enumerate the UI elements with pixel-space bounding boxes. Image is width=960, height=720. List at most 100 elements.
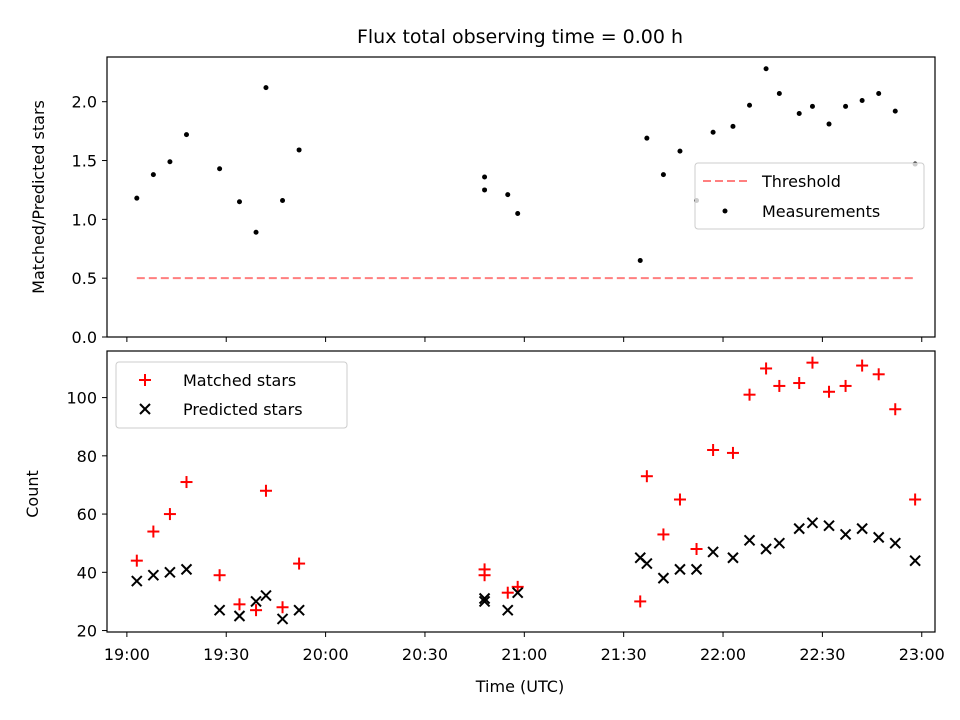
measurements-point (515, 210, 521, 216)
predicted-stars-point (707, 546, 719, 558)
predicted-stars-point (839, 528, 852, 541)
threshold-legend-label: Threshold (761, 172, 841, 191)
matched-stars-point (276, 601, 289, 614)
measurements-point (843, 103, 849, 109)
predicted-stars-point (293, 604, 305, 616)
measurements-point (236, 199, 242, 205)
predicted-stars-point (823, 520, 835, 532)
top-y-axis-label: Matched/Predicted stars (29, 100, 48, 294)
measurements-point (637, 258, 643, 264)
measurements-legend-marker (722, 208, 728, 214)
x-axis-label: Time (UTC) (475, 677, 564, 696)
predicted-stars-point (727, 552, 739, 564)
matched-stars-point (839, 379, 852, 392)
measurements-point (280, 198, 286, 204)
matched-stars-point (657, 528, 670, 541)
x-tick-label: 23:00 (899, 645, 945, 664)
matched-stars-point (147, 525, 160, 538)
matched-stars-point (806, 356, 819, 369)
matched-stars-point (634, 595, 647, 608)
matched-stars-legend-marker (139, 374, 151, 386)
predicted-stars-point (743, 534, 756, 546)
matched-stars-point (501, 586, 514, 599)
matched-stars-point (180, 476, 193, 489)
bottom-x-ticks: 19:00 19:30 20:00 20:30 21:00 21:30 22:00 22:30… (104, 632, 945, 664)
matched-stars-point (511, 580, 524, 593)
predicted-stars-point (773, 537, 786, 549)
matched-stars-point (130, 554, 143, 567)
bottom-panel: Count 20 40 60 80 100 19:00 19:30 20:00 20:30 21… (23, 350, 945, 664)
measurements-point (892, 108, 898, 114)
x-tick-label: 19:00 (104, 645, 150, 664)
matched-stars-point (773, 379, 786, 392)
matched-stars-point (673, 493, 686, 506)
top-legend: Threshold Measurements (694, 162, 925, 230)
predicted-stars-point (806, 517, 819, 529)
predicted-stars-point (213, 604, 226, 616)
y-tick-label: 40 (77, 563, 97, 582)
measurements-point (150, 172, 156, 178)
matched-stars-point (707, 444, 720, 457)
matched-stars-point (909, 493, 922, 506)
chart-title: Flux total observing time = 0.00 h (357, 26, 683, 48)
measurements-point (660, 172, 666, 178)
measurements-point (677, 148, 683, 154)
bottom-plot-area (130, 356, 922, 625)
matched-stars-point (250, 604, 263, 617)
measurements-point (747, 102, 753, 108)
y-tick-label: 100 (66, 389, 97, 408)
predicted-stars-point (872, 531, 885, 544)
matched-stars-point (823, 385, 836, 398)
predicted-stars-point (909, 554, 921, 567)
matched-stars-point (293, 557, 306, 570)
predicted-stars-point (690, 563, 703, 576)
top-panel: Matched/Predicted stars 0.00.51.01.52.0 … (29, 56, 936, 347)
y-tick-label: 2.0 (72, 93, 97, 112)
predicted-stars-point (250, 595, 262, 608)
top-axes-frame (106, 56, 936, 338)
measurements-point (253, 229, 259, 235)
predicted-stars-point (478, 592, 491, 605)
top-legend-box (694, 162, 925, 230)
measurements-point (876, 90, 882, 96)
measurements-point (859, 98, 865, 104)
predicted-stars-point (793, 522, 805, 535)
predicted-stars-point (889, 537, 901, 549)
x-tick-label: 21:00 (501, 645, 547, 664)
matched-stars-point (478, 569, 491, 582)
measurements-point (826, 121, 832, 127)
measurements-point (505, 192, 511, 198)
predicted-stars-point (147, 569, 160, 581)
predicted-stars-point (276, 613, 289, 625)
measurements-point (482, 174, 488, 180)
predicted-stars-point (641, 557, 653, 570)
x-tick-label: 20:30 (402, 645, 448, 664)
measurements-point (809, 103, 815, 109)
x-tick-label: 19:30 (203, 645, 249, 664)
matched-stars-point (872, 368, 885, 381)
measurements-point (134, 195, 140, 201)
measurements-point (730, 123, 736, 129)
measurements-point (296, 147, 302, 153)
x-tick-label: 22:00 (700, 645, 746, 664)
bottom-y-axis-label: Count (23, 470, 42, 518)
x-tick-label: 22:30 (799, 645, 845, 664)
measurements-point (167, 159, 173, 165)
bottom-y-ticks: 20 40 60 80 100 (66, 389, 107, 641)
predicted-stars-point (674, 563, 686, 576)
predicted-stars-point (131, 575, 143, 587)
matched-stars-point (760, 362, 773, 375)
matched-stars-point (259, 484, 272, 497)
measurements-point (796, 110, 802, 116)
measurements-point (217, 166, 223, 172)
predicted-stars-point (260, 589, 272, 602)
predicted-stars-point (180, 563, 193, 576)
y-tick-label: 1.5 (72, 152, 97, 171)
matched-stars-point (856, 359, 869, 372)
measurements-point (710, 129, 716, 135)
top-plot-area (134, 66, 918, 280)
matched-stars-point (690, 543, 703, 556)
measurements-point (263, 85, 269, 91)
